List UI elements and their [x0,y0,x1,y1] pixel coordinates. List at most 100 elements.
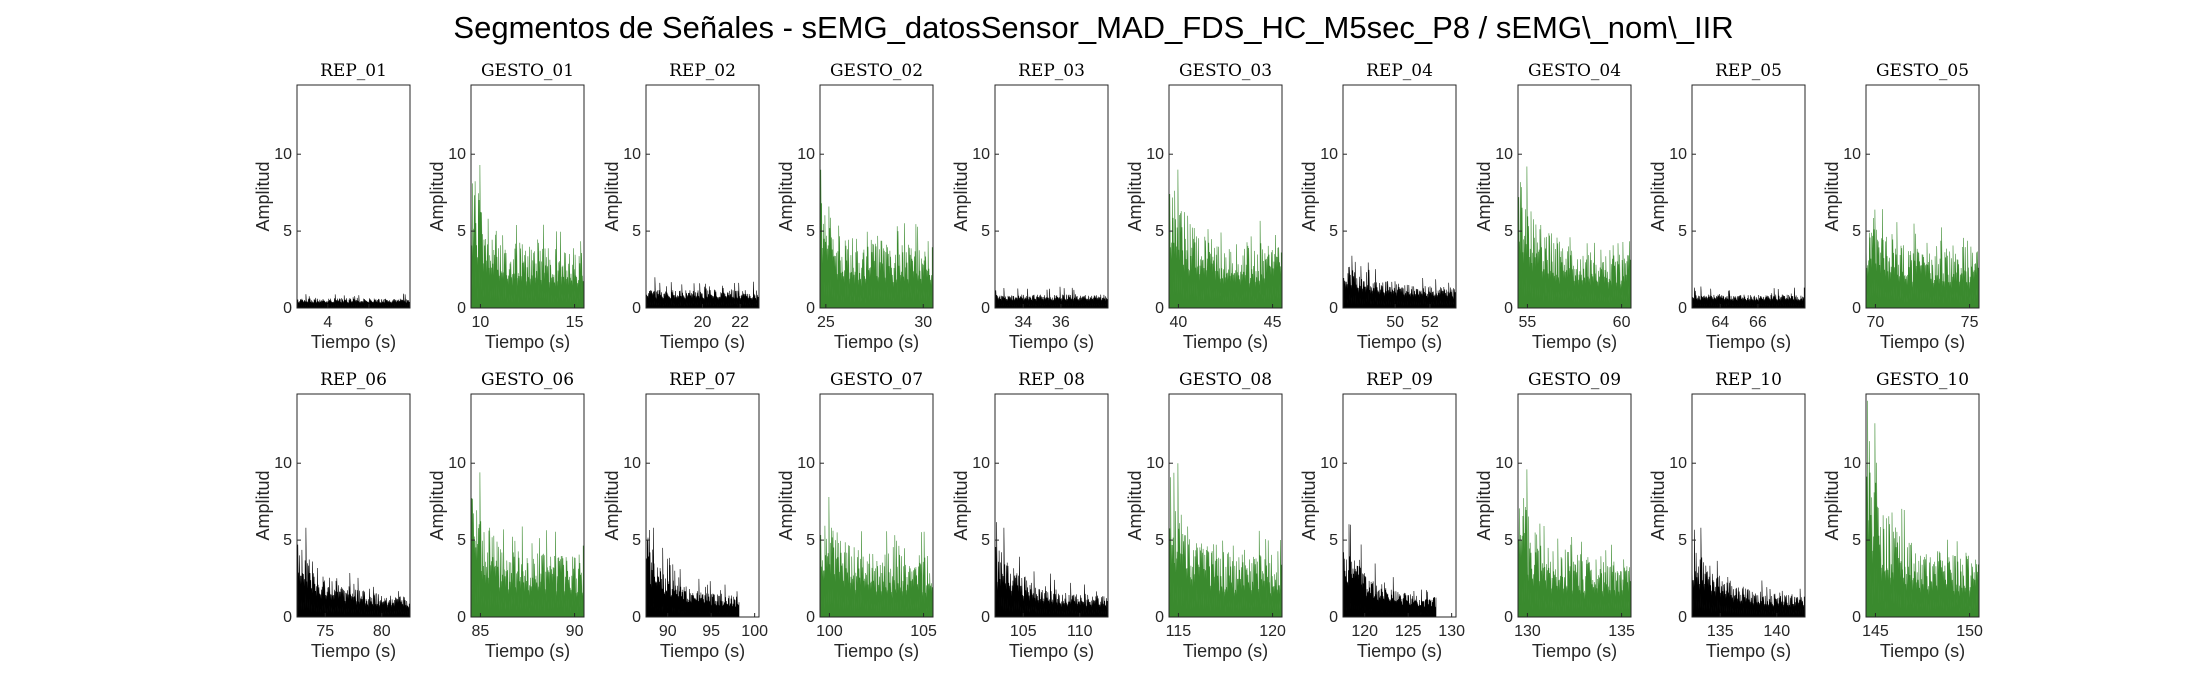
x-axis-label: Tiempo (s) [1532,641,1617,661]
subplot-rep-03: 0 5 10 34 36 REP_03 Tiempo (s) Amplitud [951,61,1109,352]
x-axis-label: Tiempo (s) [1009,332,1094,352]
x-axis-label: Tiempo (s) [1357,332,1442,352]
subplot-gesto-01: 0 5 10 10 15 GESTO_01 Tiempo (s) Amplitud [427,61,585,352]
subplot-gesto-03: 0 5 10 40 45 GESTO_03 Tiempo (s) Amplitud [1125,61,1283,352]
y-tick-label: 5 [1678,223,1687,240]
y-tick-label: 5 [1678,532,1687,549]
y-axis-label: Amplitud [253,470,273,540]
x-tick-label: 120 [1259,623,1286,640]
y-tick-label: 10 [1495,455,1513,472]
axes-box [296,393,411,618]
y-tick-label: 5 [1504,223,1513,240]
x-axis-label: Tiempo (s) [1880,641,1965,661]
subplot-title: REP_10 [1715,370,1782,390]
subplot-rep-07: 0 5 10 90 95 100 REP_07 Tiempo (s) Amplitud [602,370,768,661]
y-tick-label: 0 [1329,609,1338,626]
subplot-title: REP_02 [669,61,736,81]
x-tick-label: 10 [472,314,490,331]
y-tick-label: 5 [457,532,466,549]
y-tick-label: 5 [1852,532,1861,549]
x-tick-label: 110 [1067,623,1093,640]
x-tick-label: 140 [1763,623,1790,640]
x-axis-label: Tiempo (s) [311,332,396,352]
y-tick-label: 0 [1852,609,1861,626]
signal-series [994,286,1109,309]
x-tick-label: 30 [914,314,932,331]
x-tick-label: 100 [816,623,843,640]
axes-box [1517,84,1632,309]
y-tick-label: 5 [1155,532,1164,549]
axes-box [1342,393,1457,618]
x-tick-label: 36 [1052,314,1070,331]
y-tick-label: 5 [806,532,815,549]
x-tick-label: 52 [1421,314,1439,331]
y-tick-label: 0 [632,300,641,317]
subplot-title: REP_06 [320,370,387,390]
axes-box [470,84,585,309]
subplot-gesto-09: 0 5 10 130 135 GESTO_09 Tiempo (s) Amplitud [1474,370,1635,661]
x-axis-label: Tiempo (s) [1706,641,1791,661]
y-axis-label: Amplitud [1125,161,1145,231]
subplot-title: GESTO_10 [1876,370,1969,390]
x-tick-label: 64 [1711,314,1729,331]
signal-series [1168,463,1283,618]
y-tick-label: 0 [1504,300,1513,317]
x-tick-label: 66 [1749,314,1767,331]
y-tick-label: 0 [632,609,641,626]
x-tick-label: 15 [566,314,584,331]
subplot-gesto-08: 0 5 10 115 120 GESTO_08 Tiempo (s) Amplitud [1125,370,1286,661]
y-tick-label: 5 [457,223,466,240]
signal-series [1168,169,1283,309]
subplot-title: REP_07 [669,370,736,390]
y-tick-label: 10 [1669,455,1687,472]
subplot-rep-01: 0 5 10 4 6 REP_01 Tiempo (s) Amplitud [253,61,411,352]
y-tick-label: 10 [1146,146,1164,163]
y-tick-label: 10 [1669,146,1687,163]
axes-box [819,84,934,309]
signal-series [819,496,934,618]
x-axis-label: Tiempo (s) [1357,641,1442,661]
axes-box [819,393,934,618]
x-tick-label: 6 [364,314,373,331]
x-tick-label: 34 [1014,314,1032,331]
y-axis-label: Amplitud [1299,470,1319,540]
subplot-title: GESTO_05 [1876,61,1969,81]
x-tick-label: 95 [702,623,720,640]
y-tick-label: 5 [1852,223,1861,240]
y-axis-label: Amplitud [951,470,971,540]
x-axis-label: Tiempo (s) [660,332,745,352]
axes-box [645,393,760,618]
x-tick-label: 4 [323,314,332,331]
x-tick-label: 150 [1956,623,1983,640]
y-tick-label: 10 [274,455,292,472]
x-axis-label: Tiempo (s) [311,641,396,661]
signal-series [819,169,934,309]
x-tick-label: 85 [472,623,490,640]
signal-series [1517,166,1632,309]
x-tick-label: 70 [1867,314,1885,331]
y-tick-label: 0 [806,609,815,626]
y-tick-label: 10 [623,455,641,472]
x-tick-label: 22 [731,314,749,331]
y-tick-label: 10 [1495,146,1513,163]
y-tick-label: 0 [981,609,990,626]
signal-series [296,293,411,309]
x-tick-label: 40 [1170,314,1188,331]
x-axis-label: Tiempo (s) [485,332,570,352]
subplot-title: GESTO_06 [481,370,574,390]
y-tick-label: 10 [1146,455,1164,472]
y-tick-label: 10 [274,146,292,163]
y-tick-label: 0 [1852,300,1861,317]
axes-box [645,84,760,309]
axes-box [994,393,1109,618]
x-axis-label: Tiempo (s) [1880,332,1965,352]
x-tick-label: 80 [373,623,391,640]
x-tick-label: 90 [566,623,584,640]
figure-title: Segmentos de Señales - sEMG_datosSensor_… [453,10,1734,45]
y-tick-label: 5 [806,223,815,240]
y-tick-label: 0 [1678,609,1687,626]
axes-box [994,84,1109,309]
y-tick-label: 5 [632,223,641,240]
y-tick-label: 10 [972,455,990,472]
y-tick-label: 5 [283,223,292,240]
